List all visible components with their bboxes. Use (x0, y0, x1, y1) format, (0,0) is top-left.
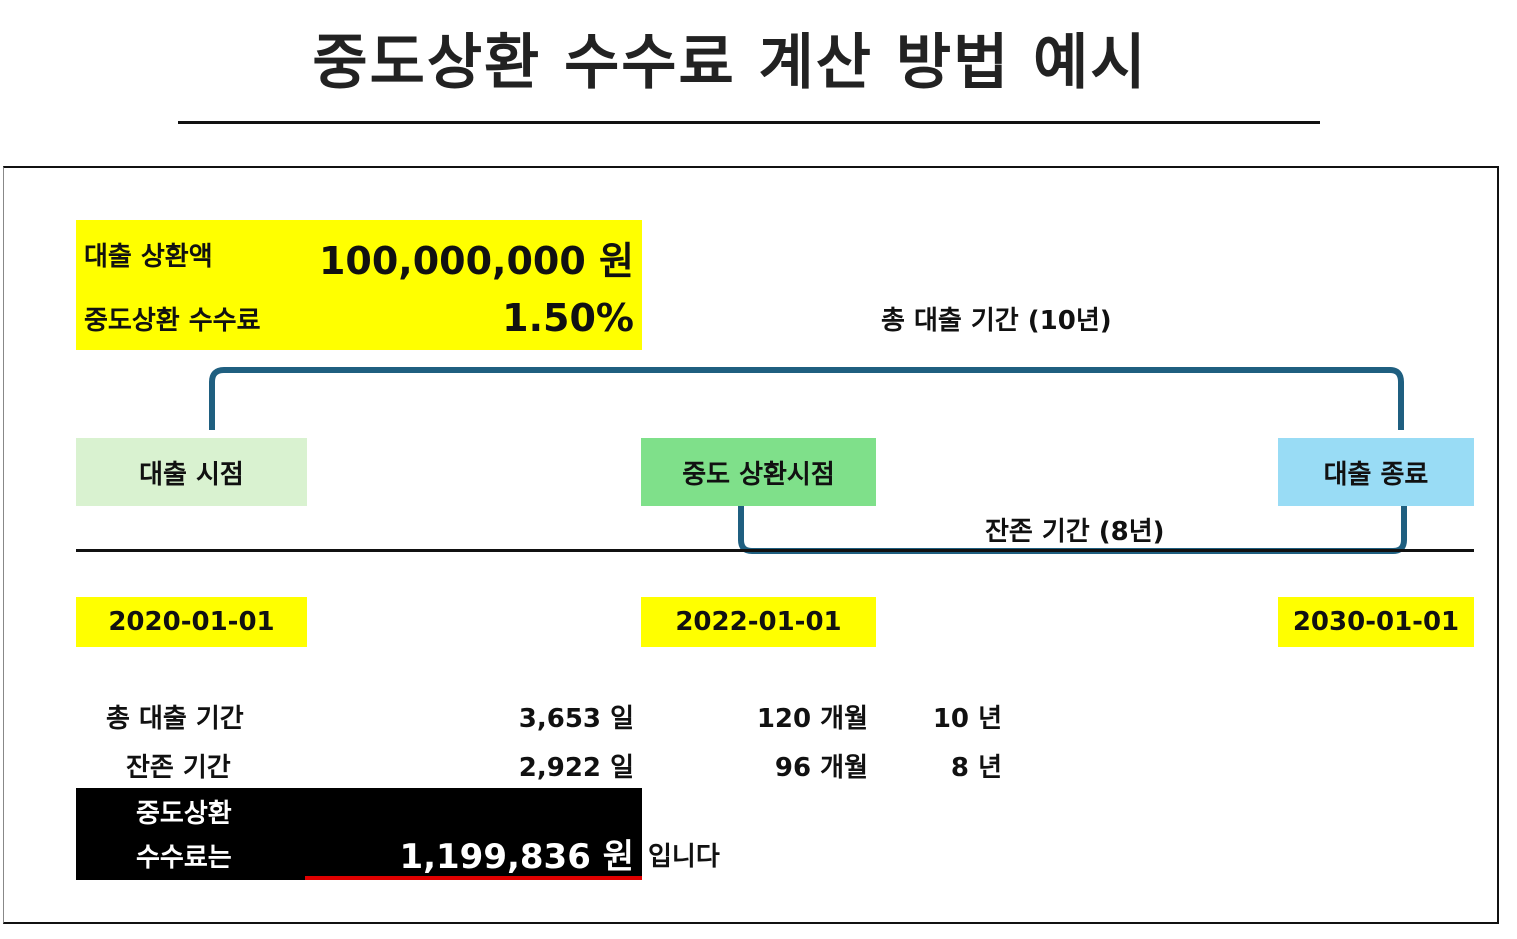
remaining-period-label: 잔존 기간 (126, 753, 231, 783)
content-frame (3, 166, 1499, 924)
total-period-label: 총 대출 기간 (106, 704, 244, 734)
fee-result-suffix: 입니다 (648, 842, 720, 872)
fee-rate-value: 1.50% (502, 296, 634, 340)
total-period-days: 3,653 일 (518, 704, 634, 734)
fee-result-value: 1,199,836 원 (399, 837, 634, 877)
fee-rate-label: 중도상환 수수료 (84, 306, 261, 336)
total-period-bracket (209, 367, 1404, 430)
remaining-period-caption: 잔존 기간 (8년) (985, 517, 1165, 547)
title-underline (178, 121, 1320, 124)
loan-amount-value: 100,000,000 원 (318, 239, 634, 283)
remaining-period-months: 96 개월 (774, 753, 868, 783)
total-period-caption: 총 대출 기간 (10년) (881, 306, 1112, 336)
remaining-period-days: 2,922 일 (518, 753, 634, 783)
total-period-years: 10 년 (932, 704, 1002, 734)
total-period-months: 120 개월 (756, 704, 868, 734)
remaining-period-years: 8 년 (950, 753, 1002, 783)
loan-start-box: 대출 시점 (76, 438, 307, 506)
repayment-point-box: 중도 상환시점 (641, 438, 876, 506)
timeline-axis (76, 549, 1474, 552)
fee-result-label-line1: 중도상환 (136, 799, 232, 829)
fee-result-label-line2: 수수료는 (136, 843, 232, 873)
fee-result-box (76, 788, 642, 880)
end-date: 2030-01-01 (1278, 597, 1474, 647)
start-date: 2020-01-01 (76, 597, 307, 647)
fee-result-underline (305, 876, 642, 880)
summary-panel (76, 220, 642, 350)
repay-date: 2022-01-01 (641, 597, 876, 647)
loan-end-box: 대출 종료 (1278, 438, 1474, 506)
loan-amount-label: 대출 상환액 (84, 242, 213, 272)
page-title: 중도상환 수수료 계산 방법 예시 (312, 28, 1148, 98)
